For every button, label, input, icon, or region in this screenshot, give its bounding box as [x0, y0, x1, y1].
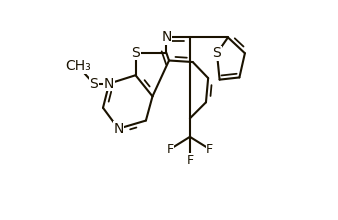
Text: S: S [131, 46, 140, 60]
Text: F: F [206, 143, 213, 156]
Text: S: S [89, 77, 98, 91]
Text: N: N [161, 30, 172, 44]
Text: N: N [113, 122, 124, 136]
Text: F: F [186, 154, 193, 167]
Text: N: N [104, 77, 114, 91]
Text: F: F [167, 143, 174, 156]
Text: CH₃: CH₃ [65, 59, 91, 73]
Text: S: S [213, 46, 221, 60]
